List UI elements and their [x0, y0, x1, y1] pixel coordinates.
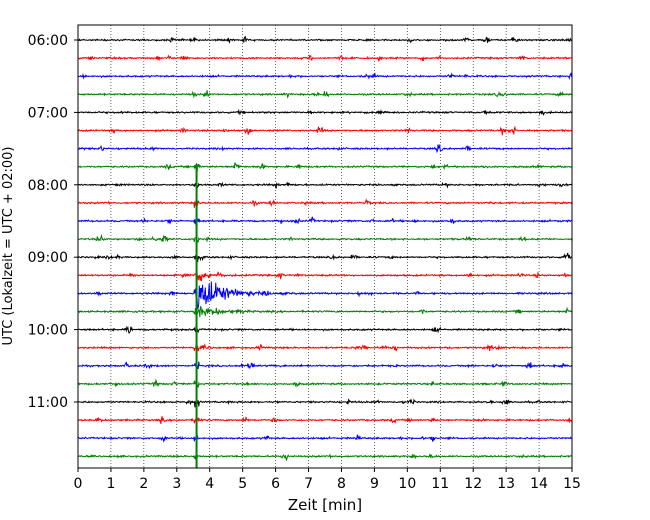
- trace-17: [77, 342, 573, 352]
- seismogram-traces: [77, 35, 573, 468]
- x-tick-label-11: 11: [431, 476, 449, 492]
- x-tick-label-2: 2: [139, 476, 148, 492]
- trace-5: [77, 125, 573, 136]
- x-tick-label-15: 15: [563, 476, 581, 492]
- trace-14: [77, 281, 573, 310]
- y-tick-label-07:00: 07:00: [28, 105, 68, 121]
- x-tick-label-13: 13: [497, 476, 515, 492]
- x-tick-label-9: 9: [370, 476, 379, 492]
- x-tick-label-12: 12: [464, 476, 482, 492]
- x-tick-label-3: 3: [172, 476, 181, 492]
- y-tick-label-11:00: 11:00: [28, 395, 68, 411]
- trace-15: [77, 305, 573, 318]
- grid-lines: [110, 25, 540, 468]
- trace-9: [77, 198, 573, 208]
- y-tick-label-06:00: 06:00: [28, 33, 68, 49]
- trace-11: [77, 233, 573, 243]
- x-tick-label-14: 14: [530, 476, 548, 492]
- trace-22: [77, 434, 573, 443]
- trace-7: [77, 162, 573, 173]
- trace-8: [77, 181, 573, 189]
- trace-6: [77, 143, 573, 154]
- x-axis-label: Zeit [min]: [288, 496, 362, 514]
- x-tick-label-5: 5: [238, 476, 247, 492]
- y-tick-label-08:00: 08:00: [28, 178, 68, 194]
- y-axis-label: UTC (Lokalzeit = UTC + 02:00): [1, 147, 16, 346]
- x-tick-label-7: 7: [304, 476, 313, 492]
- trace-16: [77, 322, 573, 334]
- trace-19: [77, 378, 573, 388]
- trace-1: [77, 54, 573, 62]
- x-tick-label-1: 1: [106, 476, 115, 492]
- x-tick-label-8: 8: [337, 476, 346, 492]
- trace-4: [77, 108, 573, 116]
- x-tick-label-6: 6: [271, 476, 280, 492]
- x-axis-ticks: 0 1 2 3 4 5 6 7 8 9 10 11 12 13 14 15: [74, 468, 581, 492]
- trace-0: [77, 35, 573, 44]
- trace-20: [77, 398, 573, 408]
- y-tick-label-09:00: 09:00: [28, 250, 68, 266]
- x-tick-label-0: 0: [74, 476, 83, 492]
- y-tick-label-10:00: 10:00: [28, 323, 68, 339]
- plot-frame: [77, 24, 573, 469]
- trace-10: [77, 216, 573, 227]
- trace-2: [77, 72, 573, 81]
- y-axis-ticks: 06:00 07:00 08:00 09:00 10:00 11:00: [28, 33, 78, 411]
- trace-21: [77, 416, 573, 425]
- trace-23: [77, 453, 573, 462]
- trace-12: [77, 251, 573, 263]
- trace-3: [77, 90, 573, 99]
- trace-13: [77, 271, 573, 282]
- x-tick-label-10: 10: [398, 476, 416, 492]
- x-tick-label-4: 4: [205, 476, 214, 492]
- trace-18: [77, 361, 573, 371]
